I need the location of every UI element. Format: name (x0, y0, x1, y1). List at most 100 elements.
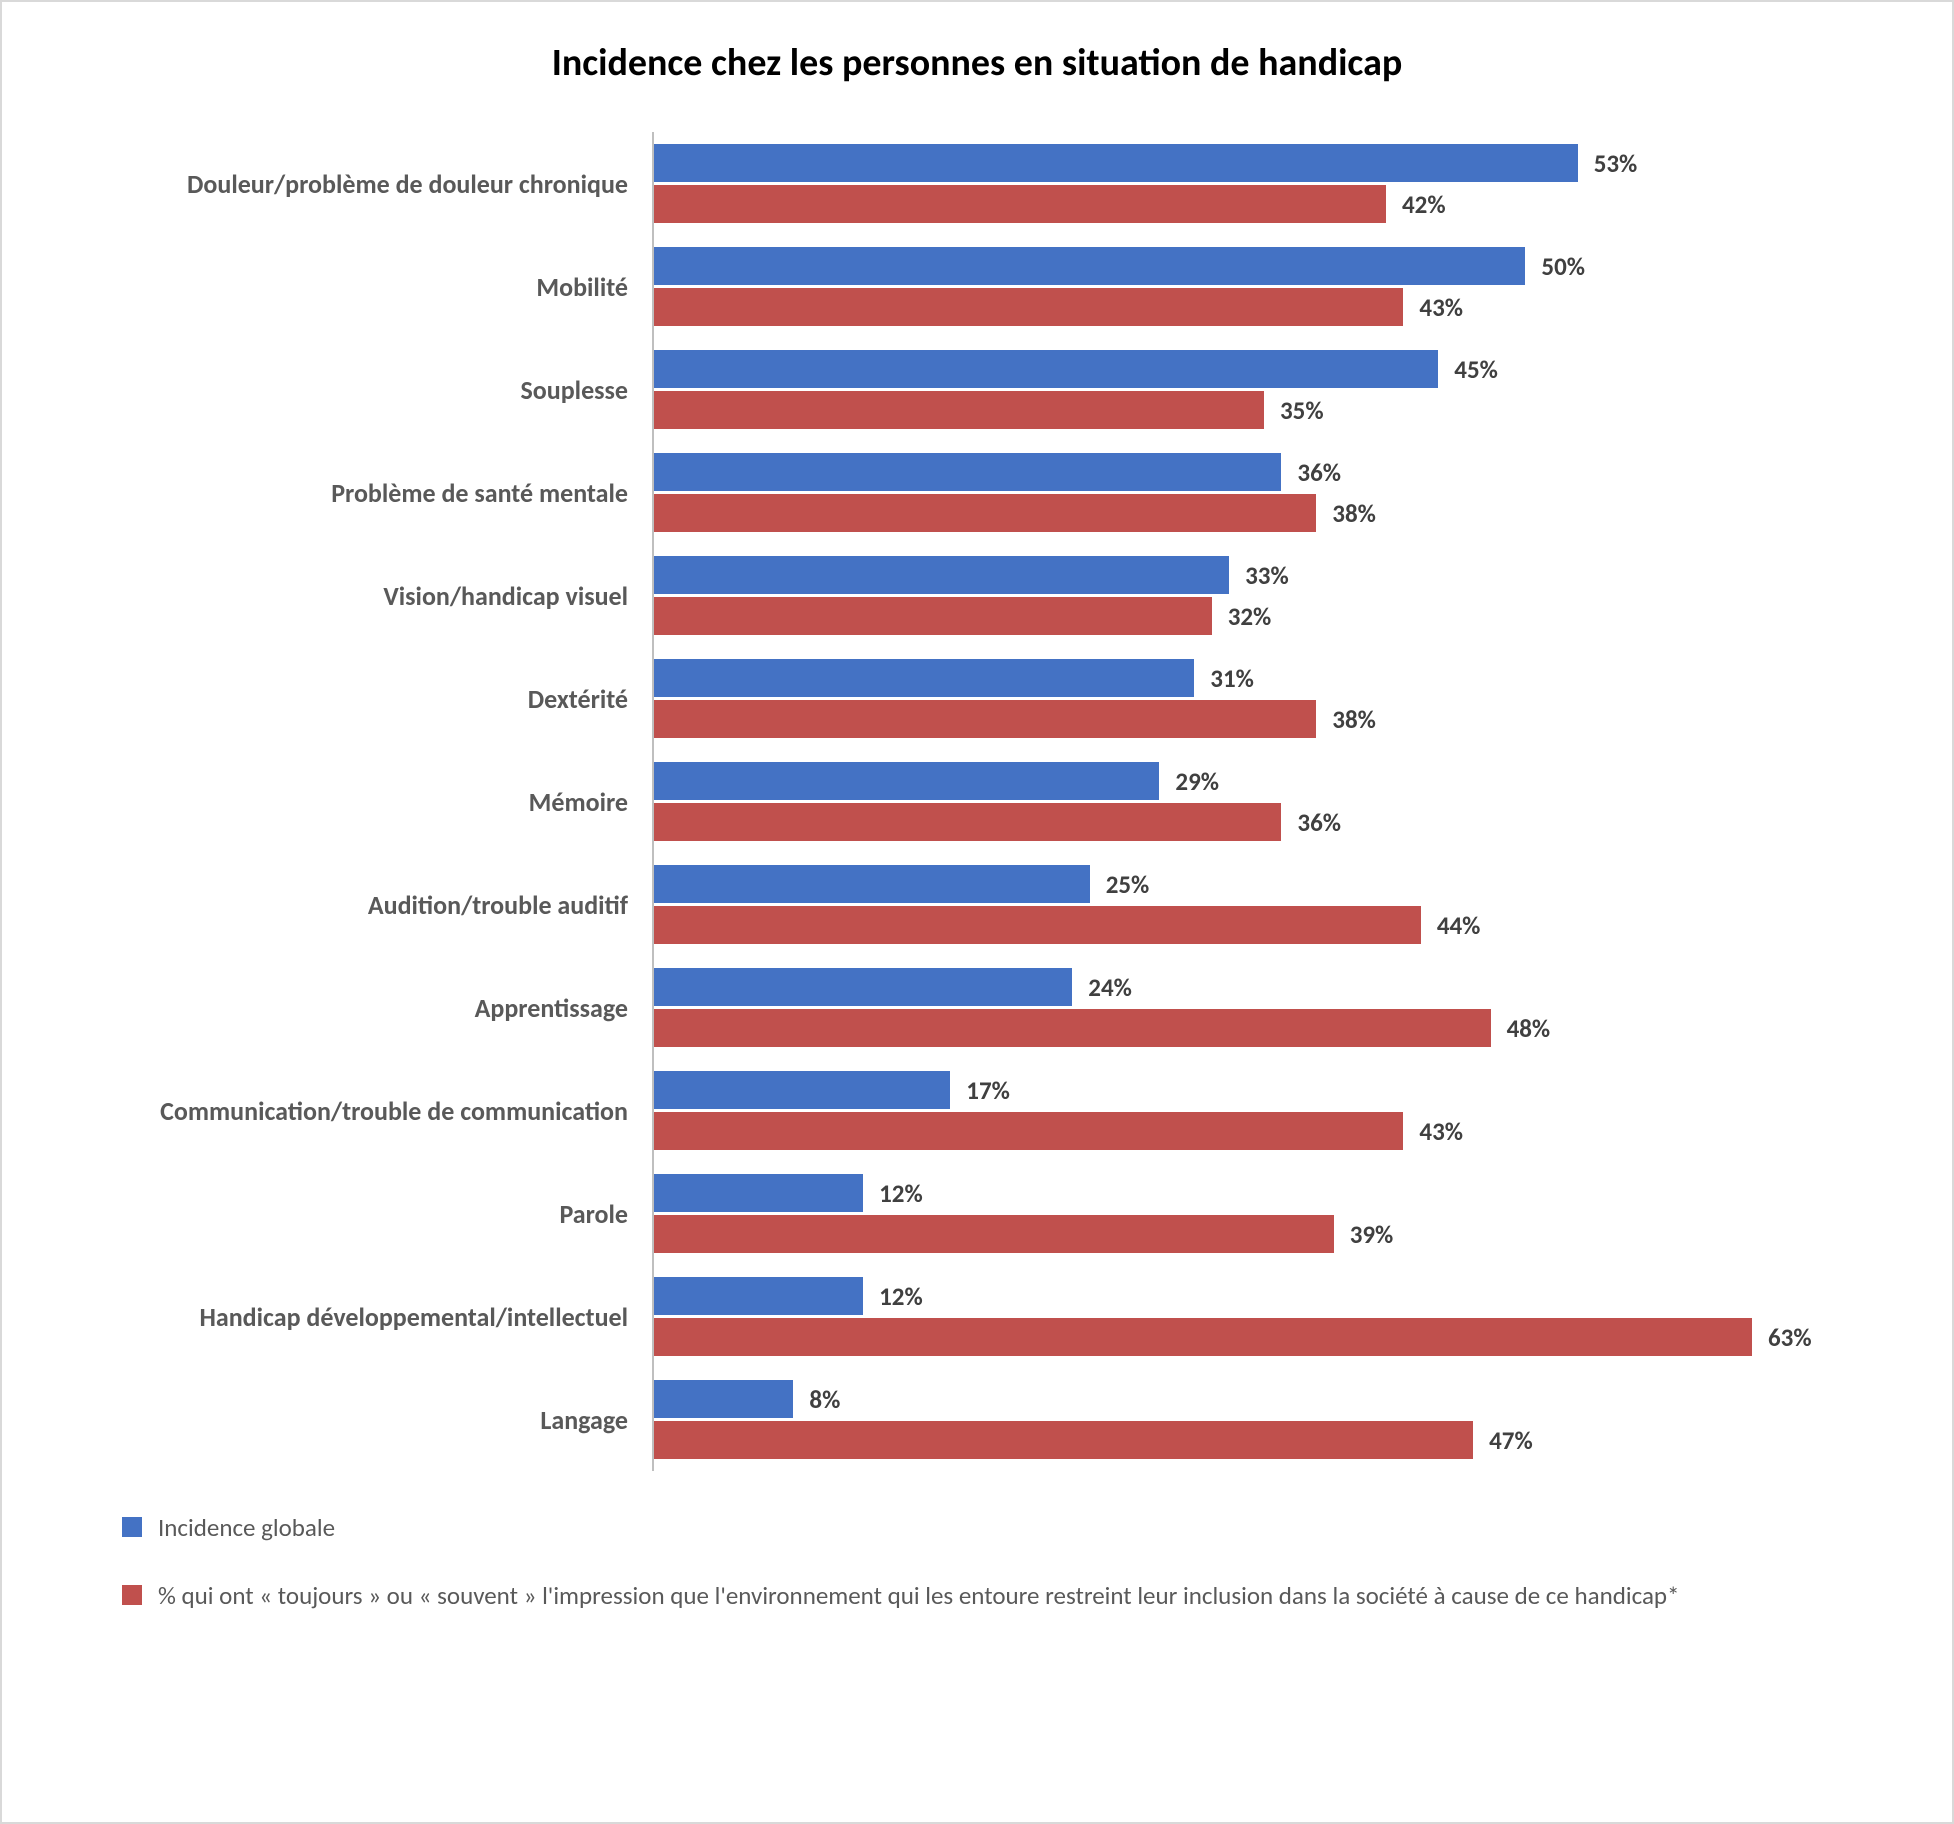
bar (654, 1071, 950, 1109)
bar (654, 803, 1281, 841)
bar-group: 45%35% (652, 338, 1912, 441)
bar-value-label: 38% (1332, 498, 1376, 529)
bar-row: 43% (654, 1112, 1912, 1150)
bar-group: 12%39% (652, 1162, 1912, 1265)
bar-value-label: 38% (1332, 704, 1376, 735)
bar (654, 968, 1072, 1006)
bar-row: 47% (654, 1421, 1912, 1459)
category-label: Mémoire (42, 750, 652, 853)
bar-row: 12% (654, 1174, 1912, 1212)
bar-value-label: 39% (1350, 1219, 1394, 1250)
bar-row: 38% (654, 494, 1912, 532)
category-label: Audition/trouble auditif (42, 853, 652, 956)
chart-title: Incidence chez les personnes en situatio… (42, 40, 1912, 86)
bar (654, 556, 1229, 594)
bar (654, 597, 1212, 635)
bar-row: 12% (654, 1277, 1912, 1315)
category-label: Vision/handicap visuel (42, 544, 652, 647)
bar (654, 185, 1386, 223)
bar-value-label: 43% (1419, 1116, 1463, 1147)
category-row: Dextérité 31% 38% (42, 647, 1912, 750)
bar-value-label: 47% (1489, 1425, 1533, 1456)
bar-value-label: 25% (1106, 869, 1150, 900)
bar-value-label: 12% (879, 1281, 923, 1312)
bar-value-label: 36% (1297, 457, 1341, 488)
bar (654, 144, 1578, 182)
category-label: Parole (42, 1162, 652, 1265)
bar-row: 31% (654, 659, 1912, 697)
bar-row: 17% (654, 1071, 1912, 1109)
bar-row: 38% (654, 700, 1912, 738)
bar-row: 25% (654, 865, 1912, 903)
bar-group: 50% 43% (652, 235, 1912, 338)
bar-value-label: 48% (1507, 1013, 1551, 1044)
category-label: Mobilité (42, 235, 652, 338)
legend-item-series-a: Incidence globale (122, 1511, 1832, 1545)
legend: Incidence globale % qui ont « toujours »… (122, 1511, 1832, 1613)
bar-group: 12% 63% (652, 1265, 1912, 1368)
bar (654, 906, 1421, 944)
bar (654, 762, 1159, 800)
category-label: Communication/trouble de communication (42, 1059, 652, 1162)
category-row: Problème de santé mentale36%38% (42, 441, 1912, 544)
bar-row: 42% (654, 185, 1912, 223)
bar-group: 17% 43% (652, 1059, 1912, 1162)
category-row: Mobilité 50% 43% (42, 235, 1912, 338)
category-label: Problème de santé mentale (42, 441, 652, 544)
bar-row: 53% (654, 144, 1912, 182)
bar-row: 24% (654, 968, 1912, 1006)
bar-value-label: 43% (1419, 292, 1463, 323)
bar-row: 48% (654, 1009, 1912, 1047)
bar (654, 1318, 1752, 1356)
bar (654, 659, 1194, 697)
bar-group: 36%38% (652, 441, 1912, 544)
bar (654, 1421, 1473, 1459)
bar-value-label: 24% (1088, 972, 1132, 1003)
bar (654, 1009, 1491, 1047)
bar (654, 350, 1438, 388)
bar-group: 31% 38% (652, 647, 1912, 750)
bar (654, 288, 1403, 326)
bar-row: 35% (654, 391, 1912, 429)
bar-value-label: 63% (1768, 1322, 1812, 1353)
bar-row: 45% (654, 350, 1912, 388)
category-row: Communication/trouble de communication17… (42, 1059, 1912, 1162)
category-row: Souplesse45%35% (42, 338, 1912, 441)
bar-value-label: 33% (1245, 560, 1289, 591)
bar-row: 33% (654, 556, 1912, 594)
bar-group: 29%36% (652, 750, 1912, 853)
bar-row: 50% (654, 247, 1912, 285)
bar-row: 29% (654, 762, 1912, 800)
category-row: Langage 8% 47% (42, 1368, 1912, 1471)
bar-value-label: 50% (1541, 251, 1585, 282)
bar (654, 494, 1316, 532)
bar-row: 36% (654, 803, 1912, 841)
bar-value-label: 17% (966, 1075, 1010, 1106)
bar-group: 25% 44% (652, 853, 1912, 956)
bar (654, 453, 1281, 491)
bar-group: 8% 47% (652, 1368, 1912, 1471)
category-row: Vision/handicap visuel 33% 32% (42, 544, 1912, 647)
bar (654, 1277, 863, 1315)
bar-row: 32% (654, 597, 1912, 635)
category-label: Dextérité (42, 647, 652, 750)
bar (654, 865, 1090, 903)
chart-frame: Incidence chez les personnes en situatio… (0, 0, 1954, 1824)
bar-group: 53% 42% (652, 132, 1912, 235)
category-label: Langage (42, 1368, 652, 1471)
bar-value-label: 32% (1228, 601, 1272, 632)
bar-row: 63% (654, 1318, 1912, 1356)
legend-label: Incidence globale (158, 1511, 335, 1545)
bar-value-label: 44% (1437, 910, 1481, 941)
bar-group: 24% 48% (652, 956, 1912, 1059)
bar-value-label: 36% (1297, 807, 1341, 838)
bar-value-label: 31% (1210, 663, 1254, 694)
category-label: Souplesse (42, 338, 652, 441)
category-row: Apprentissage24%48% (42, 956, 1912, 1059)
bar-value-label: 53% (1594, 148, 1638, 179)
legend-swatch-icon (122, 1585, 142, 1605)
bar-value-label: 8% (809, 1384, 840, 1415)
bar-value-label: 42% (1402, 189, 1446, 220)
bar-value-label: 45% (1454, 354, 1498, 385)
bar (654, 700, 1316, 738)
